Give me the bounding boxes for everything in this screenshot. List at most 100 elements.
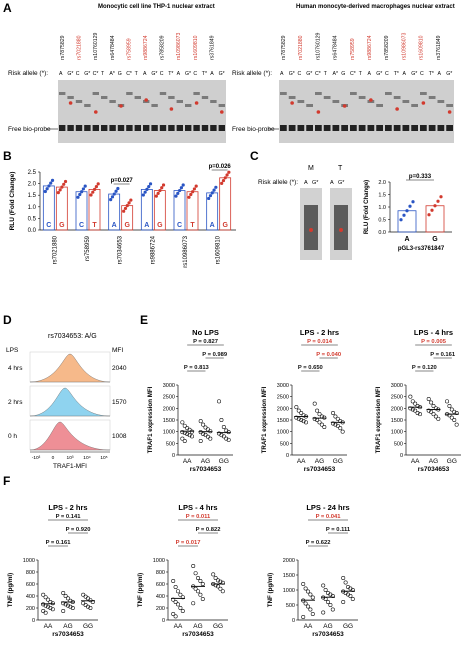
allele-label: A	[112, 222, 117, 229]
gel-free-probe-band	[126, 125, 133, 131]
gel-red-dot	[169, 107, 174, 111]
risk-allele-label: Risk allele (*):	[258, 179, 298, 186]
allele-label: C	[385, 71, 389, 77]
gel-free-probe-band	[218, 125, 225, 131]
allele-label: C*	[126, 71, 132, 77]
data-point	[180, 420, 185, 425]
gel-shift-band	[84, 104, 91, 107]
gel-red-dot	[421, 101, 426, 105]
y-tick-label: 2.5	[28, 170, 37, 176]
data-point	[194, 184, 198, 188]
data-point	[198, 419, 203, 424]
data-point	[174, 194, 178, 198]
data-point	[60, 185, 64, 189]
data-point	[296, 416, 301, 421]
data-point	[208, 194, 213, 198]
data-point	[88, 598, 93, 603]
allele-label: A	[438, 71, 442, 77]
mfi-value: 1008	[112, 433, 127, 440]
data-point	[66, 603, 71, 608]
data-point	[114, 189, 118, 193]
data-point	[196, 575, 201, 580]
allele-label: T*	[202, 71, 207, 77]
pvalue-label: P = 0.111	[326, 527, 351, 533]
data-point	[198, 592, 203, 597]
panel-a-snp-labels-right: rs7875829 rs7021880 rs10760129 rs6478484 rs7…	[281, 32, 442, 60]
y-tick-label: 1000	[391, 430, 403, 436]
data-point	[305, 604, 310, 609]
gel-shift-band	[151, 104, 158, 107]
allele-label: C	[420, 71, 424, 77]
panel-a-gel-right	[279, 80, 454, 143]
y-tick-label: 2000	[277, 406, 289, 412]
data-point	[436, 416, 441, 421]
allele-label: G*	[306, 71, 312, 77]
data-point	[189, 192, 193, 197]
panel-e-dotplots: No LPS 0 500 1000 1500 2000 2500 3000 TRAF1 expr…	[147, 328, 461, 473]
data-point	[61, 590, 66, 595]
gel-shift-band	[185, 104, 192, 107]
snp-label: rs7875829	[281, 35, 287, 60]
y-tick-label: 500	[280, 441, 289, 447]
data-point	[89, 193, 93, 197]
panel-letter-f: F	[3, 474, 10, 488]
allele-label: C*	[315, 71, 321, 77]
x-tick-label: AA	[411, 458, 420, 465]
y-tick-label: 1.0	[378, 205, 386, 211]
snp-label: rs7021880	[77, 35, 83, 60]
data-point	[178, 188, 182, 193]
x-axis-label: rs7034653	[182, 631, 214, 638]
data-point	[193, 586, 198, 591]
gel-shift-band	[168, 96, 175, 99]
data-point	[411, 200, 415, 204]
data-point	[301, 614, 306, 619]
x-axis-label: pGL3-rs3761847	[398, 246, 445, 252]
data-point	[185, 431, 190, 436]
gel-shift-band	[350, 92, 357, 95]
data-point	[301, 581, 306, 586]
data-point	[47, 184, 51, 188]
gel-red-dot	[290, 101, 294, 105]
snp-label: rs10760129	[93, 32, 99, 60]
x-tick-label: GG	[213, 623, 223, 630]
allele-label: G*	[151, 71, 157, 77]
gel-allele-label: G*	[338, 180, 345, 186]
data-point	[203, 425, 208, 430]
gel-shift-band	[109, 100, 116, 103]
data-point	[447, 413, 452, 418]
data-point	[431, 403, 436, 408]
x-axis-label: rs7034653	[304, 466, 336, 473]
pvalue-label: P = 0.014	[307, 339, 333, 345]
allele-label: C	[79, 222, 84, 229]
pvalue-label: P = 0.120	[412, 365, 437, 371]
gel-free-probe-band	[59, 125, 66, 131]
gel-shift-band	[210, 100, 217, 103]
data-point	[61, 608, 66, 613]
lps-time-label: 4 hrs	[8, 365, 23, 372]
y-axis-label: TNF (pg/ml)	[267, 573, 274, 607]
data-point	[86, 596, 91, 601]
y-tick-label: 0.5	[378, 218, 386, 224]
x-tick-label: GG	[83, 623, 93, 630]
plot-title: LPS - 24 hrs	[306, 503, 349, 512]
panel-a-gel-left	[58, 80, 226, 143]
bar	[397, 210, 417, 233]
allele-label: G	[222, 222, 228, 229]
y-axis-label: TNF (pg/ml)	[137, 573, 144, 607]
gel-free-probe-band	[332, 125, 340, 131]
y-tick-label: 0.5	[28, 216, 37, 222]
data-point	[315, 408, 320, 413]
data-point	[83, 184, 87, 188]
y-tick-label: 0.0	[378, 230, 386, 236]
allele-label: A	[143, 71, 147, 77]
allele-label: G	[59, 222, 65, 229]
data-point	[63, 593, 68, 598]
gel-free-probe-band	[437, 125, 445, 131]
data-point	[93, 187, 97, 191]
data-point	[321, 610, 326, 615]
data-point	[80, 190, 84, 194]
data-point	[408, 204, 412, 208]
gel-shift-band	[332, 100, 340, 103]
data-point	[91, 190, 95, 194]
data-point	[58, 188, 62, 192]
